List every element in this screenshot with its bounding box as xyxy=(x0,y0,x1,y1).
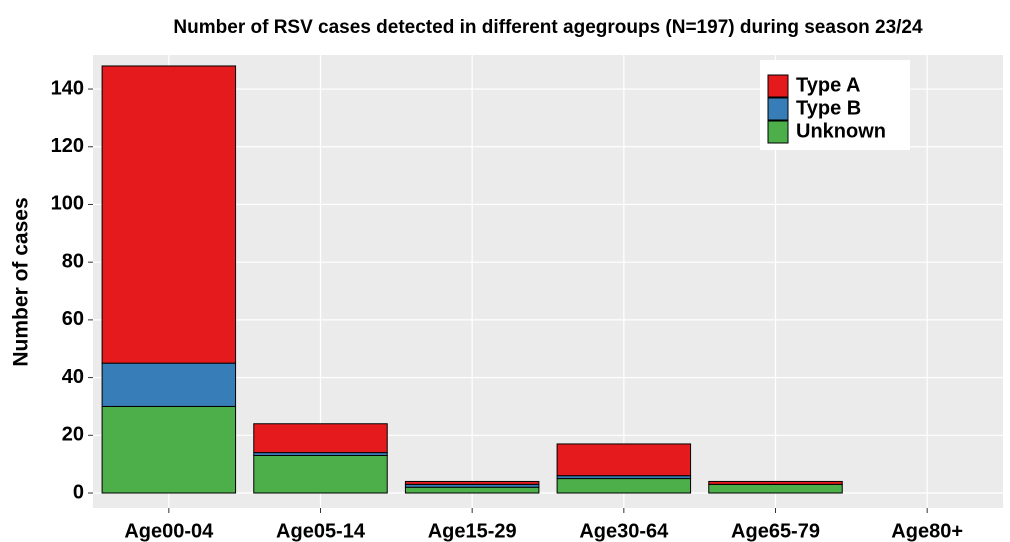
y-tick-label: 100 xyxy=(51,193,84,215)
legend-label: Type B xyxy=(796,97,861,119)
legend-label: Unknown xyxy=(796,120,886,142)
y-tick-label: 80 xyxy=(62,250,84,272)
legend-swatch xyxy=(767,120,789,144)
chart-title: Number of RSV cases detected in differen… xyxy=(173,17,923,38)
y-tick-label: 60 xyxy=(62,308,84,330)
bar-segment xyxy=(101,405,237,494)
legend-swatch xyxy=(767,97,789,121)
bar-segment xyxy=(253,423,388,454)
x-tick-label: Age30-64 xyxy=(579,520,669,542)
y-tick-label: 140 xyxy=(51,77,84,99)
x-tick-label: Age00-04 xyxy=(124,520,214,542)
y-tick-label: 120 xyxy=(51,135,84,157)
bar-segment xyxy=(556,443,692,477)
y-tick-label: 40 xyxy=(62,366,84,388)
bar-segment xyxy=(556,478,692,494)
bar-segment xyxy=(101,362,237,407)
legend-label: Type A xyxy=(796,74,860,96)
x-tick-label: Age65-79 xyxy=(731,520,820,542)
bar-segment xyxy=(101,65,237,364)
legend-swatch xyxy=(767,74,789,98)
y-tick-label: 20 xyxy=(62,424,84,446)
x-tick-label: Age05-14 xyxy=(276,520,366,542)
x-tick-label: Age15-29 xyxy=(428,520,517,542)
y-tick-label: 0 xyxy=(73,481,84,503)
x-tick-label: Age80+ xyxy=(891,520,963,542)
bar-segment xyxy=(708,480,843,485)
bar-segment xyxy=(253,454,388,494)
bar-segment xyxy=(708,483,843,494)
y-axis-title: Number of cases xyxy=(10,197,33,366)
bar-segment xyxy=(404,480,540,485)
bar-segment xyxy=(404,486,540,494)
